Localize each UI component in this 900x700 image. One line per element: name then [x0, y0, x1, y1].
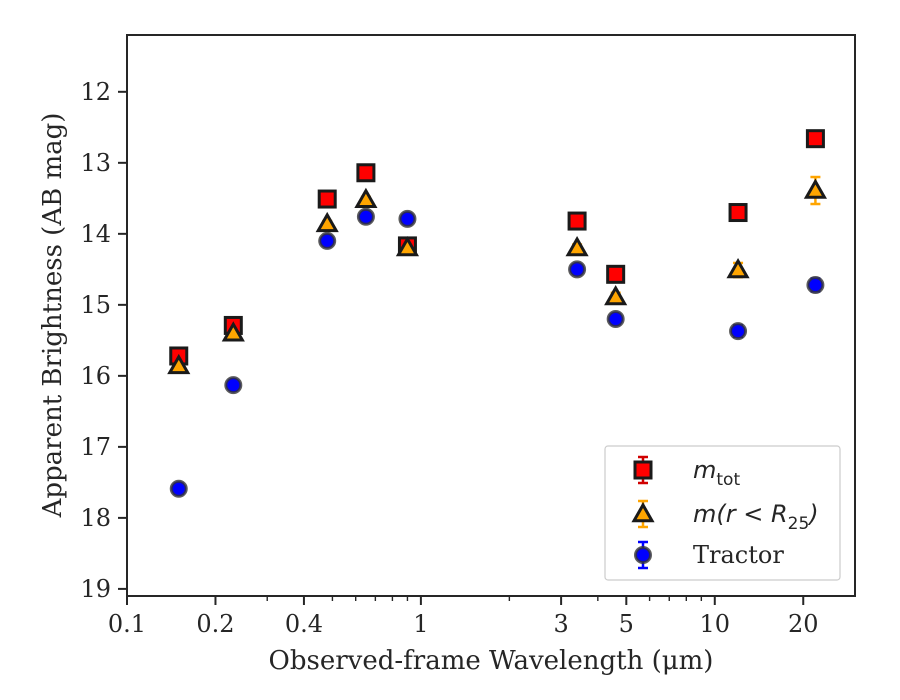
- data-points: [167, 129, 827, 498]
- legend: mtot m(r < R25) Tractor: [604, 445, 841, 581]
- tractor-point: [398, 209, 417, 228]
- mtot-point: [356, 163, 376, 183]
- y-tick-label: 17: [80, 433, 111, 461]
- tractor-point: [224, 376, 243, 395]
- mtot-point: [805, 129, 825, 149]
- m-r25-point: [395, 236, 420, 257]
- m-r25-point: [604, 285, 628, 306]
- legend-marker: [633, 460, 653, 480]
- x-tick-label: 1: [413, 610, 428, 638]
- m-r25-point: [565, 236, 589, 257]
- y-tick-label: 13: [80, 149, 111, 177]
- x-tick-label: 3: [553, 610, 568, 638]
- tractor-point: [568, 260, 587, 279]
- m-r25-point: [221, 321, 245, 342]
- plot-frame: [126, 34, 856, 597]
- x-tick-label: 20: [788, 610, 819, 638]
- tractor-point: [729, 322, 748, 341]
- y-tick-label: 15: [80, 291, 111, 319]
- m-r25-point: [803, 178, 827, 199]
- mtot-point: [317, 189, 337, 209]
- x-tick-label: 5: [619, 610, 634, 638]
- tractor-point: [356, 207, 375, 226]
- tractor-point: [806, 275, 825, 294]
- y-tick-label: 16: [80, 362, 111, 390]
- tractor-point: [606, 310, 625, 329]
- mtot-point: [567, 211, 587, 231]
- legend-entry: m(r < R25): [631, 499, 819, 534]
- x-tick-label: 0.4: [285, 610, 323, 638]
- y-tick-label: 19: [80, 575, 111, 603]
- y-tick-label: 18: [80, 504, 111, 532]
- axes: [126, 34, 856, 597]
- y-axis-label: Apparent Brightness (AB mag): [38, 113, 68, 519]
- legend-entry: Tractor: [634, 540, 784, 570]
- x-tick-label: 0.1: [108, 610, 146, 638]
- y-tick-label: 12: [80, 78, 111, 106]
- legend-label: mtot: [693, 456, 740, 490]
- tractor-point: [318, 231, 337, 250]
- m-r25-point: [726, 258, 750, 279]
- mtot-point: [606, 264, 626, 284]
- legend-box: [604, 445, 841, 581]
- x-tick-label: 10: [700, 610, 731, 638]
- tractor-point: [169, 479, 188, 498]
- m-r25-point: [354, 187, 378, 208]
- error-bars: [173, 132, 821, 495]
- legend-entry: mtot: [633, 455, 740, 490]
- m-r25-point: [315, 211, 339, 233]
- mtot-point: [728, 203, 748, 223]
- legend-marker: [634, 546, 652, 564]
- legend-marker: [631, 501, 655, 523]
- x-axis-label: Observed-frame Wavelength (μm): [269, 646, 714, 676]
- m-r25-point: [167, 353, 191, 375]
- legend-label: Tractor: [693, 541, 784, 569]
- legend-label: m(r < R25): [693, 500, 819, 534]
- x-tick-label: 0.2: [196, 610, 234, 638]
- y-tick-label: 14: [80, 220, 111, 248]
